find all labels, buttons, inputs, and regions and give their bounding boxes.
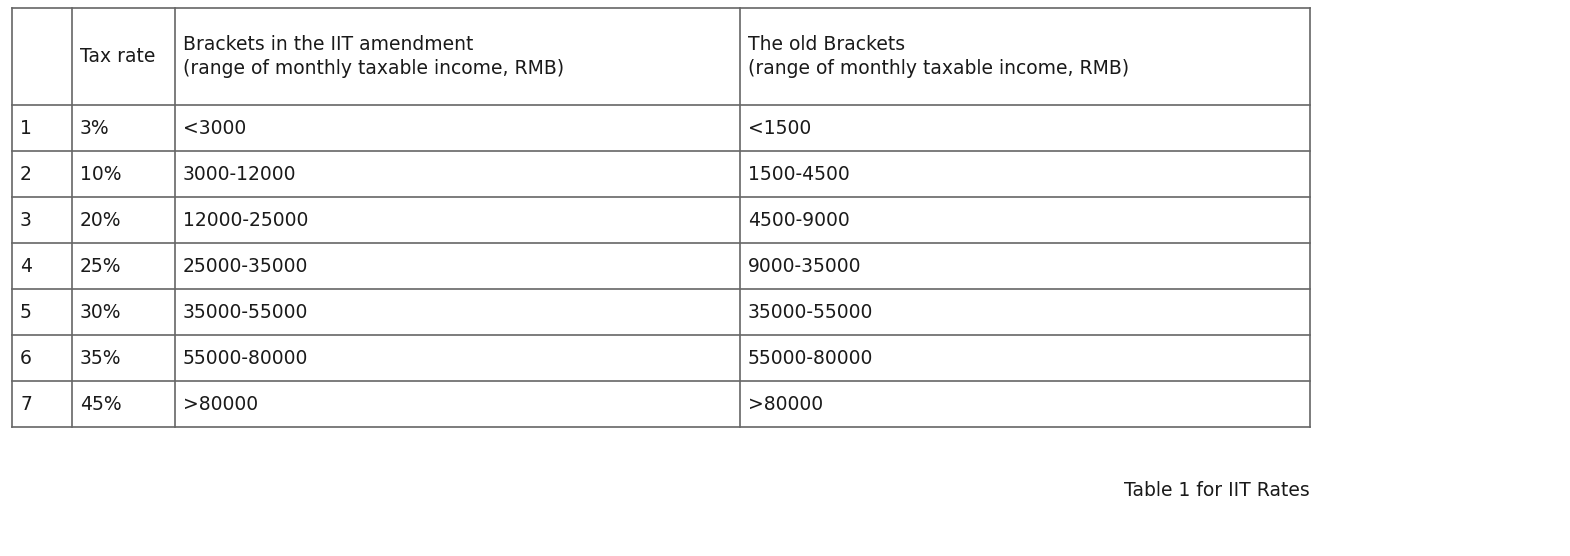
Text: 3%: 3% (80, 118, 110, 137)
Text: 35000-55000: 35000-55000 (747, 302, 873, 321)
Text: 5: 5 (20, 302, 31, 321)
Text: >80000: >80000 (747, 395, 823, 414)
Text: <1500: <1500 (747, 118, 812, 137)
Text: 12000-25000: 12000-25000 (184, 211, 308, 230)
Text: <3000: <3000 (184, 118, 246, 137)
Text: 9000-35000: 9000-35000 (747, 256, 862, 276)
Text: Tax rate: Tax rate (80, 47, 155, 66)
Text: 10%: 10% (80, 165, 121, 183)
Text: 7: 7 (20, 395, 31, 414)
Text: 20%: 20% (80, 211, 121, 230)
Text: 35%: 35% (80, 349, 121, 368)
Text: 25%: 25% (80, 256, 121, 276)
Text: 3000-12000: 3000-12000 (184, 165, 297, 183)
Text: 2: 2 (20, 165, 31, 183)
Text: 3: 3 (20, 211, 31, 230)
Text: >80000: >80000 (184, 395, 257, 414)
Text: 1500-4500: 1500-4500 (747, 165, 849, 183)
Text: Brackets in the IIT amendment
(range of monthly taxable income, RMB): Brackets in the IIT amendment (range of … (184, 35, 564, 78)
Text: 4: 4 (20, 256, 31, 276)
Text: 55000-80000: 55000-80000 (747, 349, 873, 368)
Text: 1: 1 (20, 118, 31, 137)
Text: 55000-80000: 55000-80000 (184, 349, 308, 368)
Text: Table 1 for IIT Rates: Table 1 for IIT Rates (1124, 480, 1309, 499)
Text: 30%: 30% (80, 302, 121, 321)
Text: 6: 6 (20, 349, 31, 368)
Text: 45%: 45% (80, 395, 121, 414)
Text: 25000-35000: 25000-35000 (184, 256, 308, 276)
Text: The old Brackets
(range of monthly taxable income, RMB): The old Brackets (range of monthly taxab… (747, 35, 1129, 78)
Text: 35000-55000: 35000-55000 (184, 302, 308, 321)
Text: 4500-9000: 4500-9000 (747, 211, 849, 230)
